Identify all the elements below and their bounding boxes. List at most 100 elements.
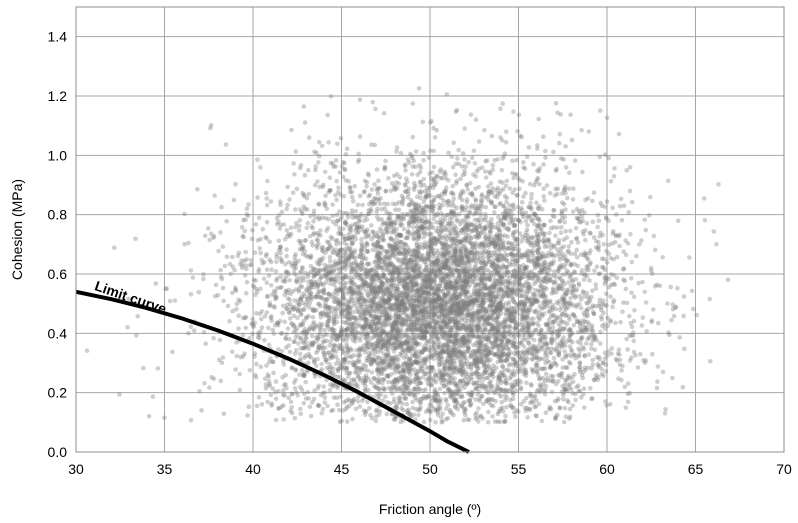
scatter-point <box>369 223 374 228</box>
scatter-point <box>580 375 585 381</box>
scatter-point <box>568 296 573 301</box>
scatter-point <box>568 112 573 117</box>
scatter-point <box>449 360 454 366</box>
scatter-point <box>443 175 448 181</box>
scatter-point <box>255 238 261 243</box>
scatter-point <box>492 204 497 209</box>
scatter-point <box>375 320 381 326</box>
scatter-point <box>288 408 293 414</box>
scatter-point <box>437 386 443 392</box>
scatter-point <box>418 306 424 312</box>
scatter-point <box>564 235 570 240</box>
scatter-point <box>334 333 340 339</box>
scatter-point <box>348 261 354 266</box>
scatter-point <box>346 403 352 409</box>
scatter-point <box>488 402 494 408</box>
scatter-point <box>450 344 455 350</box>
scatter-point <box>530 251 535 256</box>
scatter-point <box>525 237 531 243</box>
scatter-point <box>293 272 299 278</box>
scatter-point <box>462 239 468 244</box>
scatter-point <box>571 312 577 318</box>
scatter-point <box>502 216 507 221</box>
scatter-point <box>417 298 422 304</box>
scatter-point <box>415 229 420 234</box>
scatter-point <box>456 294 461 300</box>
scatter-point <box>250 283 256 288</box>
scatter-point <box>236 326 241 331</box>
scatter-point <box>477 327 482 333</box>
scatter-point <box>543 148 548 154</box>
scatter-point <box>417 341 423 347</box>
scatter-point <box>399 298 405 304</box>
scatter-point <box>442 331 448 336</box>
scatter-point <box>430 259 436 265</box>
scatter-point <box>582 294 587 299</box>
scatter-point <box>312 359 317 364</box>
scatter-point <box>480 298 485 303</box>
scatter-point <box>365 262 371 267</box>
scatter-point <box>629 290 634 296</box>
scatter-point <box>326 306 331 312</box>
scatter-point <box>526 307 531 312</box>
scatter-point <box>442 253 447 259</box>
scatter-point <box>538 388 544 393</box>
scatter-point <box>387 401 393 406</box>
scatter-point <box>408 319 414 324</box>
scatter-point <box>432 213 438 218</box>
scatter-point <box>465 220 471 225</box>
scatter-point <box>583 237 588 243</box>
scatter-point <box>392 270 398 276</box>
scatter-point <box>432 397 438 402</box>
scatter-point <box>503 378 509 383</box>
scatter-point <box>454 303 460 309</box>
scatter-point <box>443 313 448 318</box>
scatter-point <box>514 157 520 163</box>
scatter-point <box>504 245 510 251</box>
scatter-point <box>398 307 404 313</box>
scatter-point <box>274 259 279 265</box>
scatter-point <box>356 287 361 292</box>
scatter-point <box>357 193 363 199</box>
scatter-point <box>490 163 496 168</box>
scatter-point <box>221 298 226 304</box>
scatter-point <box>492 158 497 163</box>
scatter-point <box>524 227 530 233</box>
scatter-point <box>257 335 262 341</box>
scatter-point <box>469 361 474 367</box>
scatter-point <box>392 370 398 375</box>
scatter-point <box>671 313 677 319</box>
scatter-point <box>447 339 452 344</box>
scatter-point <box>436 398 442 403</box>
scatter-point <box>463 355 468 361</box>
scatter-point <box>254 403 260 409</box>
scatter-point <box>219 204 224 210</box>
scatter-point <box>416 234 422 240</box>
scatter-point <box>394 145 400 150</box>
scatter-point <box>604 291 609 297</box>
scatter-point <box>270 386 276 391</box>
scatter-point <box>297 218 303 223</box>
scatter-point <box>262 376 268 382</box>
scatter-point <box>563 257 569 263</box>
scatter-point <box>486 409 491 415</box>
scatter-point <box>548 218 553 224</box>
scatter-point <box>489 133 495 139</box>
scatter-point <box>466 232 472 238</box>
scatter-point <box>446 350 451 356</box>
scatter-point <box>533 287 538 293</box>
scatter-point <box>435 293 441 299</box>
scatter-point <box>359 260 365 266</box>
scatter-point <box>468 324 474 329</box>
scatter-point <box>477 384 483 389</box>
scatter-point <box>375 368 380 374</box>
scatter-point <box>380 328 386 334</box>
scatter-point <box>455 300 461 306</box>
scatter-point <box>292 415 298 421</box>
scatter-point <box>509 340 514 345</box>
scatter-point <box>350 416 355 422</box>
scatter-point <box>449 284 455 290</box>
scatter-point <box>260 226 266 232</box>
scatter-point <box>221 411 227 417</box>
scatter-point <box>383 280 389 286</box>
